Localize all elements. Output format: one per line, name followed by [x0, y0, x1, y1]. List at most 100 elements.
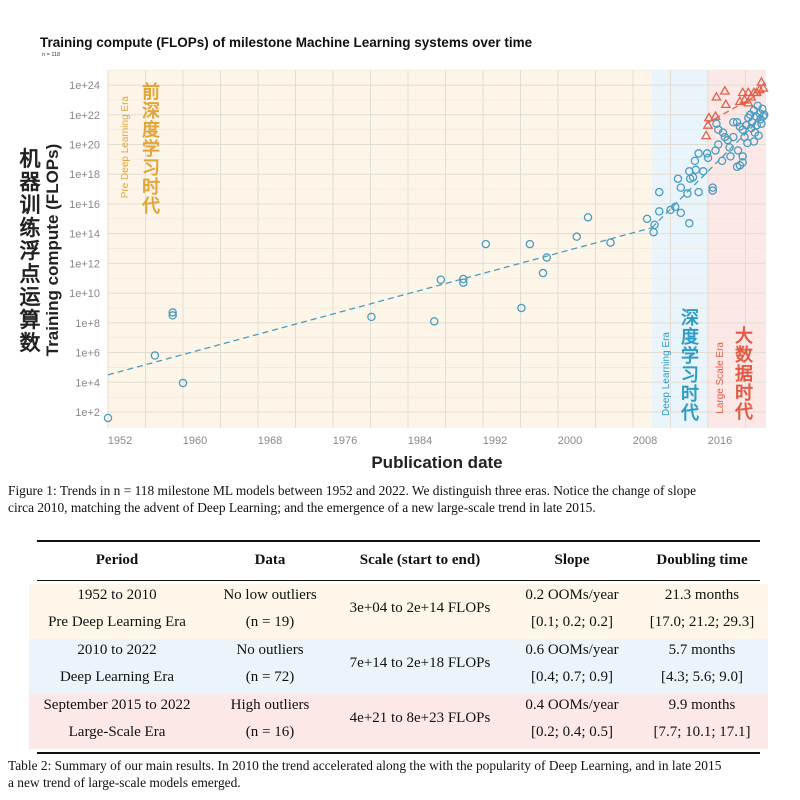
table-header-cell: Period [95, 552, 139, 568]
y-tick-label: 1e+6 [75, 348, 100, 360]
table-header-cell: Slope [554, 552, 590, 568]
scale-cell: 7e+14 to 2e+18 FLOPs [349, 655, 491, 671]
table-header-cell: Data [254, 552, 286, 568]
data-point-circle [673, 174, 683, 183]
data-point-circle [738, 152, 747, 161]
data-point-circle [150, 351, 160, 360]
data-point-triangle [742, 87, 754, 97]
data-point-triangle [757, 82, 769, 92]
data-point-circle [583, 213, 593, 222]
y-tick-label: 1e+24 [69, 80, 100, 92]
y-tick-label: 1e+22 [69, 110, 100, 122]
sample-size-cell: (n = 19) [245, 614, 295, 630]
data-point-circle [525, 239, 535, 249]
data-point-triangle [711, 91, 722, 101]
slope-cell: 0.4 OOMs/year [525, 697, 619, 713]
data-point-circle [178, 378, 188, 388]
chart-subtitle: n = 118 [42, 52, 60, 58]
scale-cell: 4e+21 to 8e+23 FLOPs [349, 710, 491, 726]
era-label-cn-pre-deep-learning: 前深度学习时代 [140, 82, 160, 215]
x-tick-label: 1976 [333, 435, 357, 447]
y-tick-label: 1e+8 [75, 318, 100, 330]
table-caption-line-2: a new trend of large-scale models emerge… [8, 775, 241, 790]
data-point-triangle [745, 91, 757, 101]
data-point-circle [572, 232, 582, 241]
data-point-triangle [754, 84, 765, 94]
slope-ci-cell: [0.4; 0.7; 0.9] [530, 669, 614, 685]
slope-cell: 0.2 OOMs/year [525, 587, 619, 603]
table-row [29, 584, 768, 639]
data-point-circle [708, 183, 717, 192]
era-name-cell: Pre Deep Learning Era [48, 614, 186, 630]
data-point-circle [688, 172, 698, 182]
data-point-circle [718, 128, 728, 137]
data-point-circle [459, 278, 468, 287]
y-axis-label-cn-char: 练 [20, 216, 41, 240]
data-point-circle [749, 137, 759, 146]
trend-line [705, 90, 765, 125]
data-point-circle [538, 268, 548, 278]
y-tick-label: 1e+14 [69, 229, 100, 241]
data-point-circle [699, 167, 708, 176]
era-label: Pre Deep Learning Era [120, 96, 131, 199]
data-point-circle [103, 413, 113, 423]
doubling-time-ci-cell: [17.0; 21.2; 29.3] [649, 614, 755, 630]
x-axis-label: Publication date [371, 453, 502, 472]
data-point-circle [690, 156, 700, 166]
sample-size-cell: (n = 16) [245, 724, 295, 740]
y-tick-label: 1e+12 [69, 258, 100, 270]
data-point-triangle [756, 76, 767, 86]
data-point-circle [683, 189, 692, 198]
era-name-cell: Large-Scale Era [68, 724, 166, 740]
slope-ci-cell: [0.1; 0.2; 0.2] [530, 614, 614, 630]
y-axis-label-cn-char: 机 [20, 147, 41, 171]
data-point-circle [694, 149, 703, 158]
data-point-circle [754, 131, 763, 140]
data-point-circle [655, 187, 664, 197]
figure-caption-line-1: Figure 1: Trends in n = 118 milestone ML… [8, 483, 697, 498]
y-axis-label-cn-char: 浮 [20, 239, 41, 263]
data-point-circle [714, 140, 723, 149]
period-cell: 1952 to 2010 [77, 587, 157, 603]
data-point-circle [726, 152, 735, 161]
y-axis-label-cn-char: 训 [20, 194, 41, 217]
data-point-circle [760, 110, 769, 120]
table-header-rule [37, 580, 760, 581]
data-point-circle [168, 308, 177, 317]
data-point-triangle [703, 112, 715, 122]
period-cell: 2010 to 2022 [77, 642, 157, 658]
x-tick-label: 1960 [183, 435, 207, 447]
y-tick-label: 1e+10 [69, 288, 100, 300]
x-tick-label: 2000 [558, 435, 582, 447]
y-axis-label-cn-char: 算 [20, 308, 41, 332]
data-cell: High outliers [230, 697, 310, 713]
y-axis-label-cn-char: 器 [19, 171, 42, 194]
data-point-circle [685, 219, 694, 228]
compute-trend-chart: Training compute (FLOPs) of milestone Ma… [19, 35, 769, 472]
sample-size-cell: (n = 72) [245, 669, 295, 685]
data-point-circle [481, 239, 491, 249]
slope-cell: 0.6 OOMs/year [525, 642, 619, 658]
era-label-cn-large-scale: 大数据时代 [733, 326, 753, 421]
x-tick-label: 2008 [633, 435, 657, 447]
y-tick-label: 1e+16 [69, 199, 100, 211]
doubling-time-cell: 9.9 months [668, 697, 736, 713]
table-bottom-rule [37, 752, 760, 754]
doubling-time-cell: 21.3 months [664, 587, 740, 603]
data-point-circle [752, 120, 762, 130]
data-point-circle [708, 186, 717, 195]
y-axis-label-cn-char: 点 [20, 262, 41, 286]
data-point-triangle [720, 98, 732, 109]
data-point-circle [732, 117, 742, 127]
doubling-time-ci-cell: [7.7; 10.1; 17.1] [653, 724, 751, 740]
data-point-circle [517, 303, 526, 313]
data-point-circle [702, 149, 712, 158]
data-point-circle [738, 158, 747, 167]
x-tick-label: 1992 [483, 435, 507, 447]
era-band [108, 70, 652, 428]
data-point-circle [703, 153, 713, 163]
data-point-circle [676, 208, 686, 218]
table-row [29, 694, 768, 749]
y-tick-label: 1e+20 [69, 140, 100, 152]
data-point-circle [436, 275, 446, 284]
